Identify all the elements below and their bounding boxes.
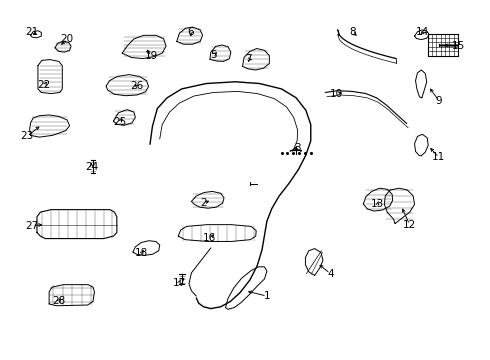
Text: 13: 13 [371, 199, 384, 209]
Text: 9: 9 [436, 96, 442, 106]
Text: 14: 14 [416, 27, 429, 37]
Bar [428, 33, 458, 56]
Text: 10: 10 [330, 89, 343, 99]
Text: 4: 4 [327, 269, 334, 279]
Text: 6: 6 [188, 27, 194, 37]
Text: 26: 26 [130, 81, 144, 91]
Text: 5: 5 [210, 50, 217, 60]
Text: 7: 7 [245, 54, 252, 64]
Text: 3: 3 [294, 143, 300, 153]
Text: 18: 18 [135, 248, 148, 258]
Text: 21: 21 [25, 27, 39, 37]
Text: 22: 22 [38, 80, 51, 90]
Text: 15: 15 [452, 41, 465, 51]
Text: 25: 25 [113, 117, 126, 127]
Text: 2: 2 [200, 198, 207, 208]
Text: 17: 17 [172, 278, 186, 288]
Text: 8: 8 [349, 27, 356, 37]
Text: 23: 23 [21, 131, 34, 141]
Text: 1: 1 [264, 291, 270, 301]
Text: 11: 11 [432, 153, 445, 162]
Text: 27: 27 [25, 221, 39, 231]
Text: 20: 20 [61, 34, 74, 44]
Text: 16: 16 [203, 233, 217, 243]
Text: 12: 12 [403, 220, 416, 230]
Text: 28: 28 [52, 296, 66, 306]
Text: 24: 24 [85, 162, 98, 172]
Text: 19: 19 [145, 51, 158, 61]
